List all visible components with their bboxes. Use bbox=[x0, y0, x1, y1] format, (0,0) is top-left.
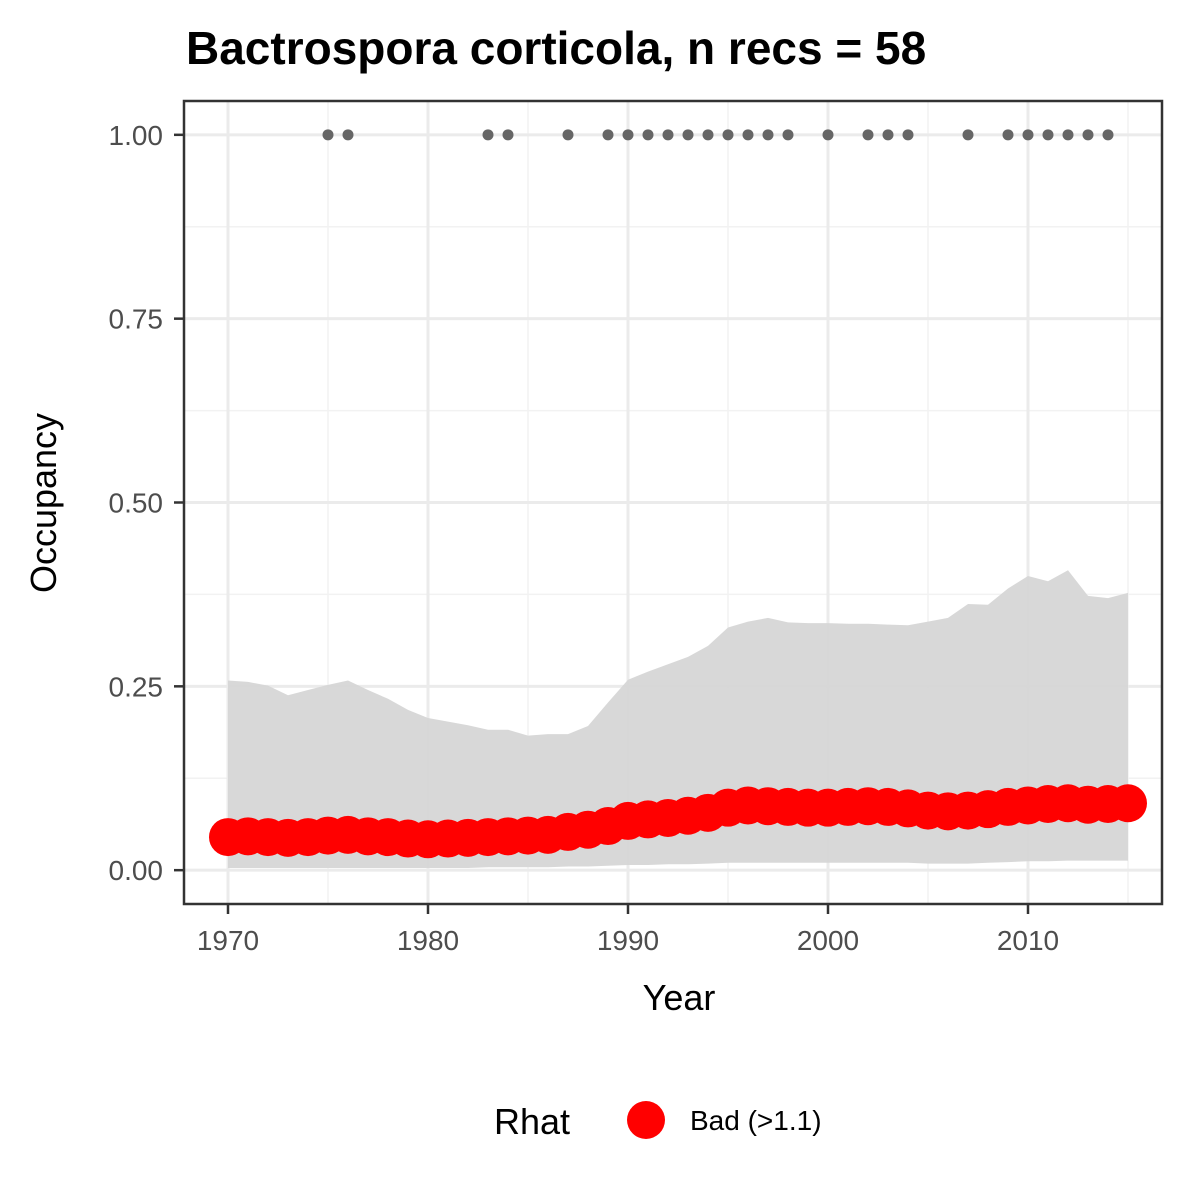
record-point bbox=[962, 129, 974, 141]
record-point bbox=[862, 129, 874, 141]
x-tick-label: 2000 bbox=[797, 925, 859, 956]
record-point bbox=[1042, 129, 1054, 141]
record-point bbox=[1082, 129, 1094, 141]
y-tick-label: 0.50 bbox=[109, 488, 164, 519]
record-point bbox=[702, 129, 714, 141]
occupancy-points bbox=[209, 784, 1147, 859]
legend-title: Rhat bbox=[494, 1101, 570, 1142]
record-point bbox=[1102, 129, 1114, 141]
record-point bbox=[602, 129, 614, 141]
record-point bbox=[662, 129, 674, 141]
record-point bbox=[1022, 129, 1034, 141]
y-tick-label: 0.25 bbox=[109, 671, 164, 702]
record-point bbox=[342, 129, 354, 141]
x-tick-label: 2010 bbox=[997, 925, 1059, 956]
y-axis: 0.00 0.25 0.50 0.75 1.00 bbox=[109, 120, 184, 886]
record-point bbox=[622, 129, 634, 141]
record-point bbox=[1002, 129, 1014, 141]
record-point bbox=[322, 129, 334, 141]
record-point bbox=[722, 129, 734, 141]
y-tick-label: 0.75 bbox=[109, 304, 164, 335]
record-point bbox=[902, 129, 914, 141]
record-point bbox=[682, 129, 694, 141]
legend: Rhat Bad (>1.1) bbox=[494, 1101, 822, 1142]
x-axis-title: Year bbox=[643, 977, 716, 1018]
record-point bbox=[562, 129, 574, 141]
x-tick-label: 1990 bbox=[597, 925, 659, 956]
record-point bbox=[502, 129, 514, 141]
chart-title: Bactrospora corticola, n recs = 58 bbox=[186, 22, 926, 74]
record-point bbox=[822, 129, 834, 141]
record-point bbox=[482, 129, 494, 141]
record-point bbox=[762, 129, 774, 141]
record-point bbox=[642, 129, 654, 141]
x-tick-label: 1980 bbox=[397, 925, 459, 956]
record-point bbox=[742, 129, 754, 141]
y-tick-label: 1.00 bbox=[109, 120, 164, 151]
record-points bbox=[322, 129, 1114, 141]
y-tick-label: 0.00 bbox=[109, 855, 164, 886]
x-tick-label: 1970 bbox=[197, 925, 259, 956]
y-axis-title: Occupancy bbox=[23, 413, 64, 593]
record-point bbox=[1062, 129, 1074, 141]
x-axis: 1970 1980 1990 2000 2010 bbox=[197, 904, 1059, 956]
record-point bbox=[782, 129, 794, 141]
legend-key-bad bbox=[627, 1101, 665, 1139]
occupancy-point bbox=[1109, 784, 1147, 823]
record-point bbox=[882, 129, 894, 141]
legend-label-bad: Bad (>1.1) bbox=[690, 1105, 822, 1136]
